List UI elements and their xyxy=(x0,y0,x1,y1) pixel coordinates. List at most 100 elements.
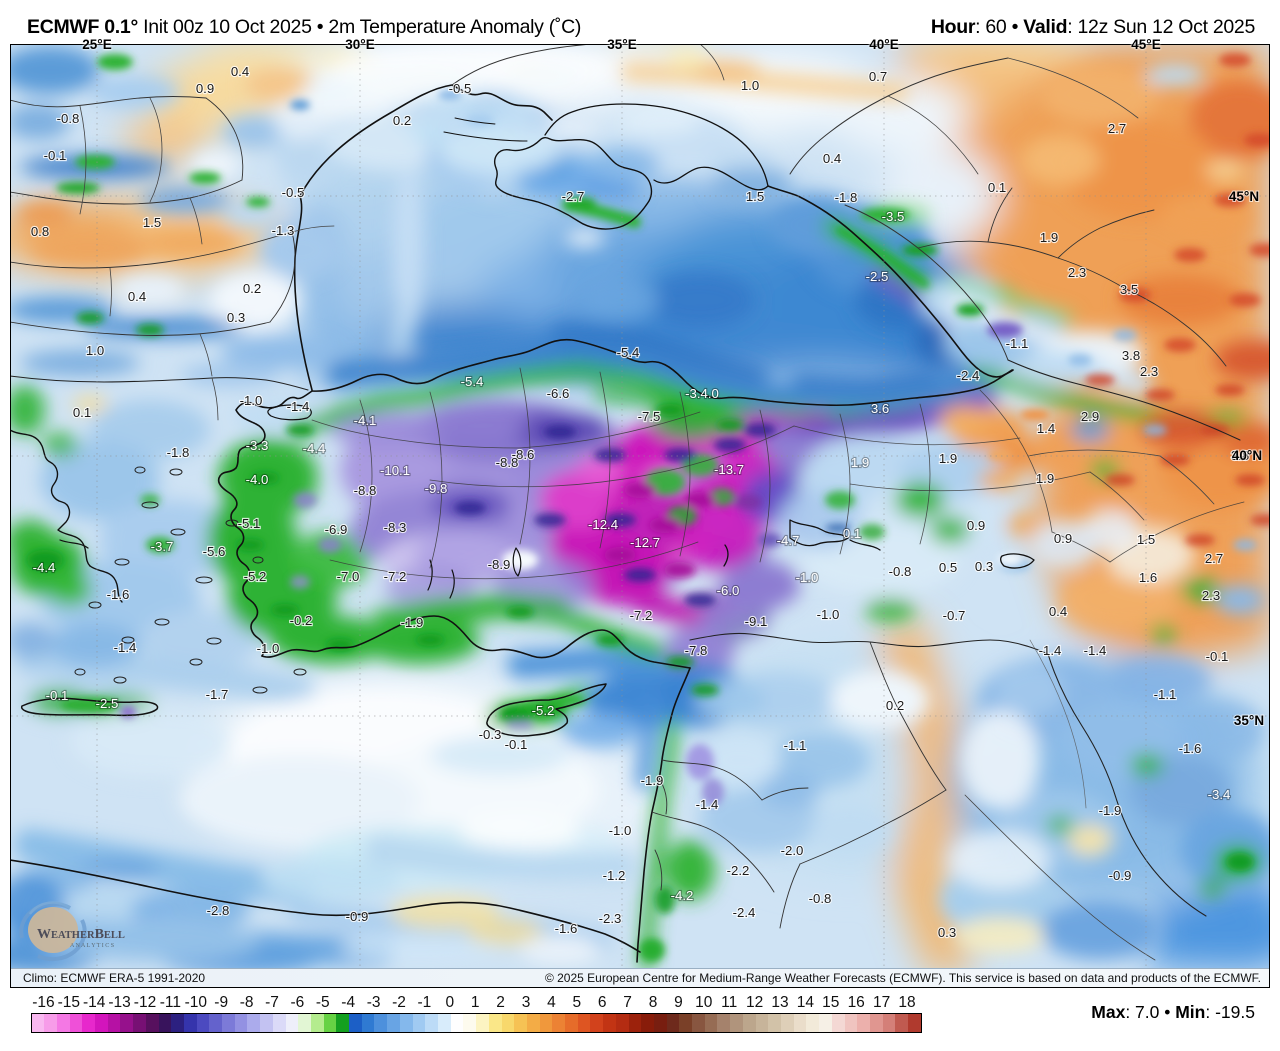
svg-text:-1.8: -1.8 xyxy=(835,190,858,205)
svg-text:-1.0: -1.0 xyxy=(257,641,280,656)
svg-text:-3.4.0: -3.4.0 xyxy=(685,386,719,401)
svg-text:2.7: 2.7 xyxy=(1108,121,1126,136)
svg-text:-7.2: -7.2 xyxy=(384,569,407,584)
svg-text:-4.4: -4.4 xyxy=(303,441,326,456)
svg-text:0.3: 0.3 xyxy=(938,925,956,940)
svg-text:-7.0: -7.0 xyxy=(337,569,360,584)
svg-text:1.9: 1.9 xyxy=(1040,230,1058,245)
svg-text:-4.0: -4.0 xyxy=(246,472,269,487)
svg-text:-1.9: -1.9 xyxy=(641,773,664,788)
svg-text:-6.0: -6.0 xyxy=(717,583,740,598)
svg-text:-2.5: -2.5 xyxy=(96,696,119,711)
svg-text:0.2: 0.2 xyxy=(393,113,411,128)
svg-text:0.4: 0.4 xyxy=(1049,604,1067,619)
svg-text:-1.4: -1.4 xyxy=(696,797,719,812)
svg-text:-5.1: -5.1 xyxy=(238,516,261,531)
svg-text:1.5: 1.5 xyxy=(143,215,161,230)
svg-text:-2.0: -2.0 xyxy=(781,843,804,858)
svg-text:0.3: 0.3 xyxy=(975,559,993,574)
svg-text:-1.4: -1.4 xyxy=(287,399,310,414)
svg-text:-8.3: -8.3 xyxy=(384,520,407,535)
svg-text:-3.3: -3.3 xyxy=(246,438,269,453)
svg-text:-2.3: -2.3 xyxy=(599,911,622,926)
svg-text:0.1: 0.1 xyxy=(73,405,91,420)
svg-text:-4.7: -4.7 xyxy=(777,533,800,548)
svg-text:-6.9: -6.9 xyxy=(325,522,348,537)
svg-text:0.4: 0.4 xyxy=(231,64,249,79)
svg-text:-8.8: -8.8 xyxy=(354,483,377,498)
svg-text:-0.1: -0.1 xyxy=(44,148,67,163)
svg-text:-1.6: -1.6 xyxy=(1179,741,1202,756)
svg-text:1.6: 1.6 xyxy=(1139,570,1157,585)
svg-text:2.3: 2.3 xyxy=(1202,588,1220,603)
svg-text:-1.4: -1.4 xyxy=(114,640,137,655)
svg-text:-7.5: -7.5 xyxy=(638,409,661,424)
svg-text:0.1: 0.1 xyxy=(843,526,861,541)
svg-text:-4.1: -4.1 xyxy=(354,413,377,428)
svg-text:-7.2: -7.2 xyxy=(630,608,653,623)
svg-text:-9.1: -9.1 xyxy=(745,614,768,629)
svg-text:1.0: 1.0 xyxy=(741,78,759,93)
svg-text:-0.5: -0.5 xyxy=(449,81,472,96)
svg-text:-1.1: -1.1 xyxy=(1154,687,1177,702)
svg-text:-1.1: -1.1 xyxy=(784,738,807,753)
svg-text:-4.2: -4.2 xyxy=(671,888,694,903)
svg-text:0.2: 0.2 xyxy=(886,698,904,713)
svg-text:1.9: 1.9 xyxy=(851,455,869,470)
svg-text:-0.8: -0.8 xyxy=(889,564,912,579)
svg-text:3.6: 3.6 xyxy=(871,401,889,416)
svg-text:-5.4: -5.4 xyxy=(617,345,640,360)
svg-text:-8.9: -8.9 xyxy=(488,557,511,572)
svg-text:-2.2: -2.2 xyxy=(727,863,750,878)
svg-text:0.3: 0.3 xyxy=(227,310,245,325)
svg-text:-4.4: -4.4 xyxy=(33,560,56,575)
svg-text:0.4: 0.4 xyxy=(823,151,841,166)
svg-text:-1.9: -1.9 xyxy=(401,615,424,630)
svg-text:-2.7: -2.7 xyxy=(562,189,585,204)
svg-text:-1.0: -1.0 xyxy=(240,393,263,408)
svg-text:-0.2: -0.2 xyxy=(290,613,313,628)
svg-text:A N A L Y T I C S: A N A L Y T I C S xyxy=(70,943,114,949)
svg-text:1.9: 1.9 xyxy=(1036,471,1054,486)
svg-text:-0.1: -0.1 xyxy=(505,737,528,752)
svg-text:-3.5: -3.5 xyxy=(882,209,905,224)
svg-text:3.8: 3.8 xyxy=(1122,348,1140,363)
svg-text:0.5: 0.5 xyxy=(939,560,957,575)
svg-text:-1.2: -1.2 xyxy=(603,868,626,883)
svg-text:-0.3: -0.3 xyxy=(479,727,502,742)
svg-text:0.9: 0.9 xyxy=(1054,531,1072,546)
svg-text:-1.9: -1.9 xyxy=(1099,803,1122,818)
svg-text:35°N: 35°N xyxy=(1234,713,1264,728)
svg-text:3.5: 3.5 xyxy=(1120,282,1138,297)
svg-text:-1.4: -1.4 xyxy=(1039,643,1062,658)
svg-text:-1.0: -1.0 xyxy=(796,570,819,585)
svg-text:2.7: 2.7 xyxy=(1205,551,1223,566)
svg-text:-10.1: -10.1 xyxy=(380,463,410,478)
svg-text:-8.6: -8.6 xyxy=(512,447,535,462)
svg-text:-6.6: -6.6 xyxy=(547,386,570,401)
svg-text:-3.4: -3.4 xyxy=(1208,787,1231,802)
svg-text:-5.6: -5.6 xyxy=(203,544,226,559)
svg-text:0.8: 0.8 xyxy=(31,224,49,239)
svg-text:3.8: 3.8 xyxy=(1231,448,1249,463)
svg-text:-2.4: -2.4 xyxy=(733,905,756,920)
svg-text:-0.1: -0.1 xyxy=(1206,649,1229,664)
svg-text:1.4: 1.4 xyxy=(1037,421,1055,436)
svg-text:-1.7: -1.7 xyxy=(206,687,229,702)
svg-text:-1.6: -1.6 xyxy=(555,921,578,936)
svg-text:-1.8: -1.8 xyxy=(167,445,190,460)
svg-text:-0.9: -0.9 xyxy=(346,909,369,924)
svg-text:-9.8: -9.8 xyxy=(425,481,448,496)
svg-text:-1.6: -1.6 xyxy=(107,587,130,602)
svg-text:-12.7: -12.7 xyxy=(630,535,660,550)
svg-text:0.2: 0.2 xyxy=(243,281,261,296)
svg-text:-3.7: -3.7 xyxy=(151,539,174,554)
svg-text:0.4: 0.4 xyxy=(128,289,146,304)
svg-text:1.5: 1.5 xyxy=(746,189,764,204)
svg-text:-1.4: -1.4 xyxy=(1084,643,1107,658)
svg-text:-7.8: -7.8 xyxy=(685,643,708,658)
svg-text:-1.1: -1.1 xyxy=(1006,336,1029,351)
svg-text:0.7: 0.7 xyxy=(869,69,887,84)
svg-text:2.3: 2.3 xyxy=(1068,265,1086,280)
svg-text:-0.5: -0.5 xyxy=(282,185,305,200)
